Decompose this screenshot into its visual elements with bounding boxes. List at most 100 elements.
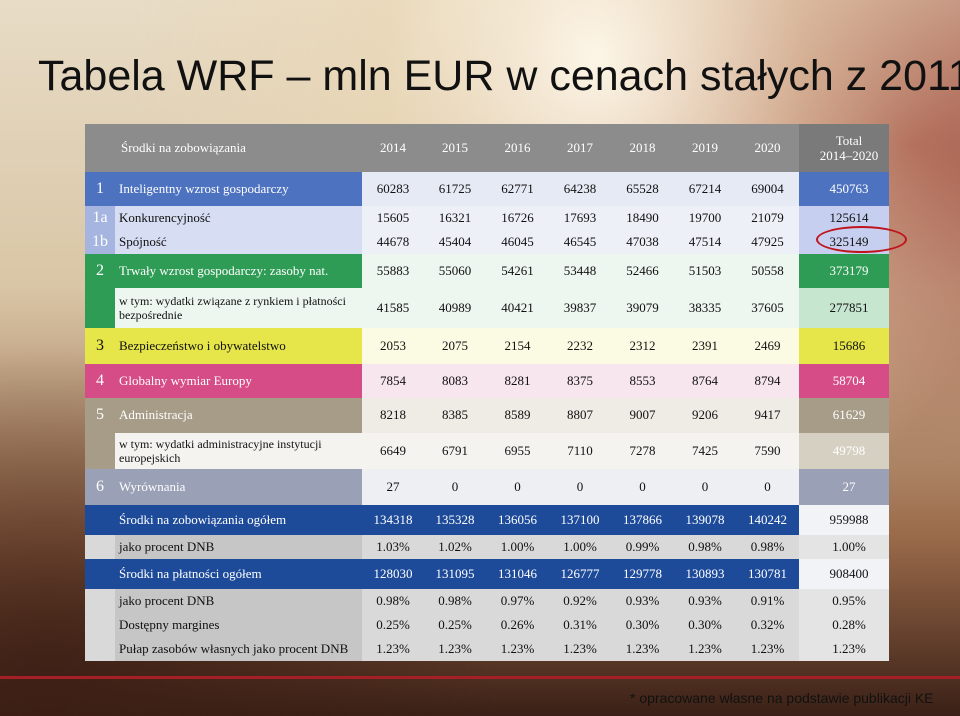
header-year: 2019 [674,124,736,173]
cell-value: 0 [611,468,674,505]
cell-value: 131095 [424,558,486,589]
cell-total: 15686 [799,328,889,365]
cell-value: 1.23% [362,636,424,661]
cell-value: 8589 [486,398,549,433]
cell-value: 0.98% [736,534,799,559]
cell-value: 2075 [424,328,486,365]
cell-value: 0.25% [424,612,486,637]
table-header-row: Środki na zobowiązania 2014 2015 2016 20… [85,124,889,173]
cell-total: 325149 [799,230,889,255]
header-total-line1: Total [835,133,863,149]
cell-value: 8375 [549,364,611,399]
cell-value: 130893 [674,558,736,589]
cell-total: 373179 [799,254,889,289]
table-row: w tym: wydatki związane z rynkiem i płat… [85,288,889,329]
cell-value: 0 [549,468,611,505]
cell-value: 47514 [674,230,736,255]
header-label: Środki na zobowiązania [85,124,362,173]
cell-value: 15605 [362,206,424,231]
cell-value: 9206 [674,398,736,433]
cell-total: 450763 [799,172,889,207]
row-label: Pułap zasobów własnych jako procent DNB [115,636,362,661]
cell-total: 58704 [799,364,889,399]
cell-value: 0.98% [674,534,736,559]
cell-value: 9007 [611,398,674,433]
cell-value: 0.99% [611,534,674,559]
cell-value: 1.23% [549,636,611,661]
table-row: w tym: wydatki administracyjne instytucj… [85,432,889,469]
cell-value: 45404 [424,230,486,255]
table-row: jako procent DNB 1.03% 1.02% 1.00% 1.00% 0.99… [85,534,889,559]
header-year: 2020 [736,124,799,173]
cell-value: 0.91% [736,588,799,613]
cell-value: 136056 [486,504,549,535]
cell-value: 1.23% [424,636,486,661]
row-index [85,558,115,589]
row-label: Wyrównania [115,468,362,505]
cell-value: 6791 [424,432,486,469]
cell-value: 140242 [736,504,799,535]
cell-value: 8764 [674,364,736,399]
cell-value: 47925 [736,230,799,255]
row-label: Konkurencyjność [115,206,362,231]
cell-value: 137866 [611,504,674,535]
header-year: 2015 [424,124,486,173]
cell-value: 40421 [486,288,549,329]
cell-total: 908400 [799,558,889,589]
cell-total: 959988 [799,504,889,535]
row-label: Spójność [115,230,362,255]
cell-value: 2232 [549,328,611,365]
cell-value: 2053 [362,328,424,365]
row-label: Globalny wymiar Europy [115,364,362,399]
cell-value: 1.03% [362,534,424,559]
cell-value: 55883 [362,254,424,289]
table-row: Środki na płatności ogółem 128030 131095 13… [85,558,889,589]
cell-value: 51503 [674,254,736,289]
cell-value: 62771 [486,172,549,207]
cell-value: 1.00% [549,534,611,559]
cell-value: 1.23% [486,636,549,661]
cell-total: 1.00% [799,534,889,559]
cell-value: 47038 [611,230,674,255]
cell-total: 1.23% [799,636,889,661]
row-label: w tym: wydatki administracyjne instytucj… [115,432,362,469]
cell-value: 53448 [549,254,611,289]
cell-value: 17693 [549,206,611,231]
row-label: Administracja [115,398,362,433]
row-label: Dostępny margines [115,612,362,637]
cell-value: 129778 [611,558,674,589]
row-index [85,636,115,661]
row-index: 1 [85,172,115,207]
cell-total: 277851 [799,288,889,329]
table-row: 1 Inteligentny wzrost gospodarczy 60283 617… [85,172,889,207]
cell-value: 0.97% [486,588,549,613]
cell-total: 49798 [799,432,889,469]
cell-value: 16321 [424,206,486,231]
cell-value: 2154 [486,328,549,365]
cell-value: 2391 [674,328,736,365]
cell-value: 8807 [549,398,611,433]
header-year: 2017 [549,124,611,173]
cell-value: 135328 [424,504,486,535]
cell-value: 139078 [674,504,736,535]
cell-value: 2469 [736,328,799,365]
cell-value: 128030 [362,558,424,589]
cell-value: 8281 [486,364,549,399]
cell-value: 130781 [736,558,799,589]
cell-value: 52466 [611,254,674,289]
row-index: 5 [85,398,115,433]
cell-value: 126777 [549,558,611,589]
table-row: Pułap zasobów własnych jako procent DNB 1… [85,636,889,661]
cell-value: 2312 [611,328,674,365]
row-label: Środki na płatności ogółem [115,558,362,589]
cell-value: 21079 [736,206,799,231]
cell-value: 0 [424,468,486,505]
table-row: 1b Spójność 44678 45404 46045 46545 47038 47514… [85,230,889,255]
cell-value: 7425 [674,432,736,469]
header-year: 2016 [486,124,549,173]
cell-value: 0.31% [549,612,611,637]
cell-total: 27 [799,468,889,505]
row-label: Środki na zobowiązania ogółem [115,504,362,535]
header-total: Total 2014–2020 [799,124,889,173]
cell-value: 39837 [549,288,611,329]
